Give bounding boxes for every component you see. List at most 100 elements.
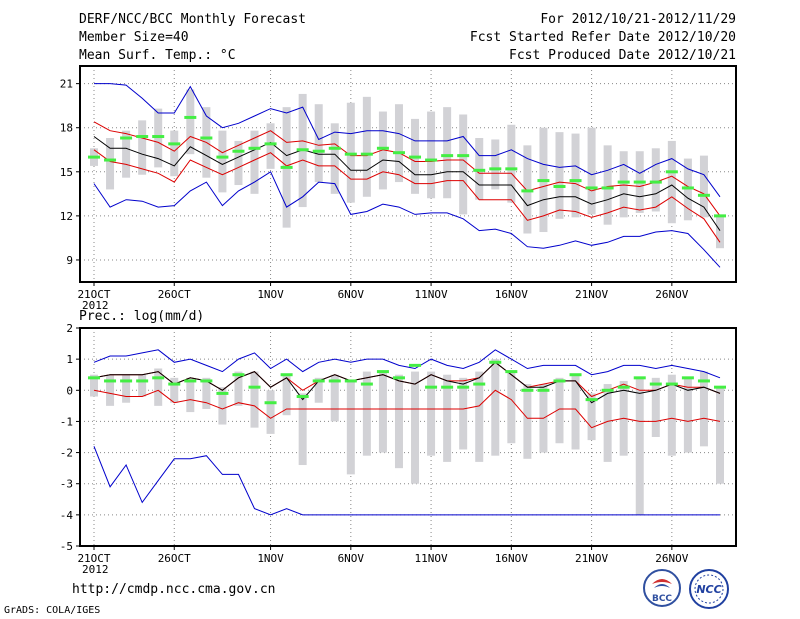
panel1-xtick-label: 21OCT [77,288,110,301]
panel2-spread-bar [683,377,692,453]
panel1-obs-marker [409,155,422,159]
panel1-obs-marker [601,186,614,190]
panel1-obs-marker [360,152,373,156]
panel2-spread-bar [202,377,211,409]
panel2-ytick-label: -5 [60,540,73,553]
panel2-spread-bar [475,371,484,462]
panel2-obs-marker [376,370,389,374]
panel2-obs-marker [184,379,197,383]
panel1-obs-marker [280,165,293,169]
panel2-obs-marker [457,385,470,389]
panel1-spread-bar [667,140,676,224]
panel1-obs-marker [553,184,566,188]
panel2-obs-marker [296,395,309,399]
panel1-obs-marker [168,142,181,146]
panel1-spread-bar [459,114,468,215]
panel1-spread-bar [427,111,436,199]
panel1-obs-marker [328,146,341,150]
panel1-spread-bar [170,130,179,177]
panel2-obs-marker [280,373,293,377]
bcc-logo-text: BCC [652,594,672,604]
panel2-spread-bar [298,393,307,466]
panel2-obs-marker [264,401,277,405]
panel1-spread-bar [443,107,452,199]
panel1-obs-marker [649,180,662,184]
panel1-obs-marker [569,179,582,183]
panel2-obs-marker [714,385,726,389]
panel1-spread-bar [491,139,500,190]
panel1-frame [79,65,737,283]
panel2-spread-bar [106,374,115,406]
panel1-ytick-label: 15 [60,166,73,179]
panel2-obs-marker [633,376,646,380]
panel1-obs-marker [152,135,165,139]
source-url[interactable]: http://cmdp.ncc.cma.gov.cn [72,582,276,597]
variable-label-prec: Prec.: log(mm/d) [79,309,205,324]
panel1-xtick-label: 6NOV [338,288,365,301]
panel2-spread-bar [603,384,612,462]
panel1-line-lower [93,149,721,243]
panel1-ytick-label: 18 [60,122,73,135]
panel2-spread-bar [571,374,580,450]
panel1-line-upper [93,121,721,217]
panel2-obs-marker [136,379,149,383]
panel2-obs-marker [585,398,598,402]
member-size: Member Size=40 [79,30,189,45]
panel2-spread-bar [266,390,275,434]
variable-label-temp: Mean Surf. Temp.: °C [79,48,236,63]
panel1-obs-marker [136,135,149,139]
panel2-obs-marker [473,382,486,386]
panel2-line-max [93,349,721,379]
panel2-obs-marker [681,376,694,380]
panel2-obs-marker [392,376,405,380]
panel1-spread-bar [507,124,516,203]
panel2-xtick-label: 1NOV [257,552,284,565]
panel1-obs-marker [505,167,518,171]
panel2-spread-bar [459,377,468,450]
fcst-started-date: Fcst Started Refer Date 2012/10/20 [469,30,736,45]
panel2-xtick-label: 26OCT [158,552,191,565]
panel2-ytick-label: 2 [66,322,73,335]
panel2-spread-bar [716,387,724,484]
panel2-ytick-label: -3 [60,478,73,491]
panel1-line-max [94,83,721,198]
bcc-logo: BCC [643,569,681,607]
panel1-spread-bar [716,214,724,249]
panel1-obs-marker [120,136,133,140]
panel2-xtick-label: 16NOV [495,552,528,565]
panel1-spread-bar [250,130,259,194]
panel1-obs-marker [312,149,325,153]
panel1-ytick-label: 21 [60,78,73,91]
panel2-spread-bar [635,377,644,515]
panel1-spread-bar [651,148,660,212]
panel1-obs-marker [457,154,470,158]
panel1-spread-bar [234,140,243,186]
panel1-spread-bar [122,130,131,178]
panel1-spread-bar [266,123,275,169]
panel2-obs-marker [104,379,117,383]
panel2-obs-marker [312,379,325,383]
panel2-ytick-label: 0 [66,384,73,397]
panel1-obs-marker [681,186,694,190]
panel2-spread-bar [667,374,676,456]
panel2-spread-bar [491,359,500,456]
panel2-obs-marker [216,391,229,395]
panel1-xtick-label: 26OCT [158,288,191,301]
panel1-obs-marker [617,180,630,184]
panel1-obs-marker [633,180,646,184]
panel1-spread-bar [603,145,612,225]
panel1-year-label: 2012 [82,299,109,312]
panel1-obs-marker [104,158,117,162]
panel1-obs-marker [473,168,486,172]
ncc-logo-text: NCC [696,583,721,596]
panel2-obs-marker [328,379,341,383]
panel1-spread-bar [218,130,227,193]
panel2-line-lower [93,389,721,429]
panel2-spread-bar [282,374,291,416]
panel2-obs-marker [409,363,422,367]
panel1-xtick-label: 26NOV [655,288,688,301]
panel2-obs-marker [537,388,550,392]
panel1-spread-bar [106,138,115,190]
panel2-obs-marker [425,385,438,389]
panel2-spread-bar [186,377,195,413]
